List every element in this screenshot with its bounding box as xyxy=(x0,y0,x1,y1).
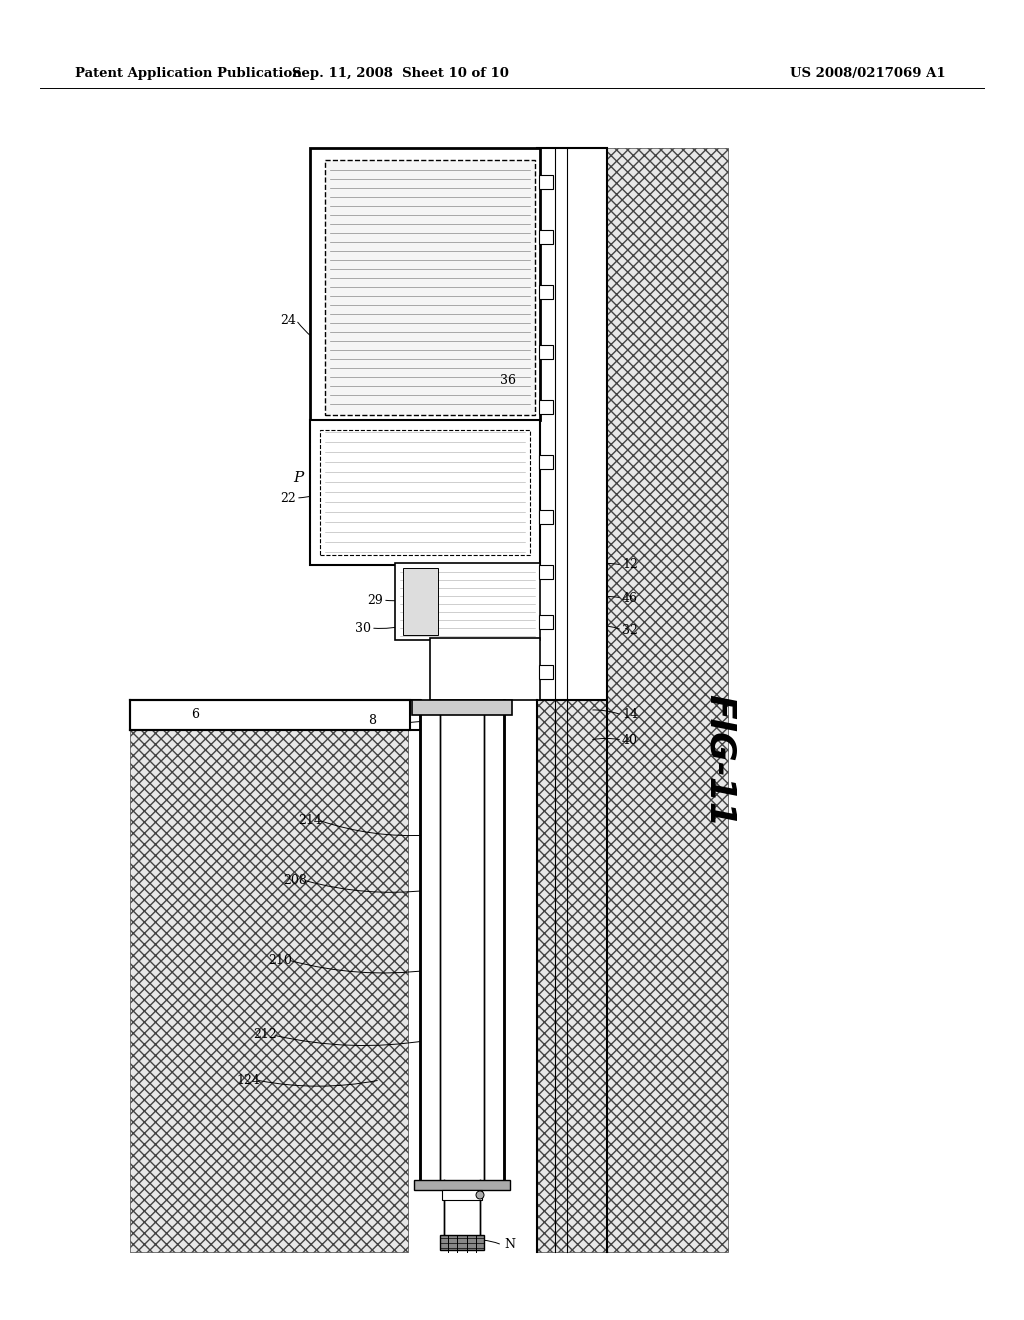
Bar xyxy=(440,1236,484,1250)
Text: 32: 32 xyxy=(622,623,638,636)
Text: P: P xyxy=(293,471,303,484)
Text: 14: 14 xyxy=(622,709,638,722)
Bar xyxy=(442,1191,482,1200)
Bar xyxy=(539,665,553,678)
Bar xyxy=(325,160,535,414)
Bar xyxy=(539,285,553,300)
Text: 212: 212 xyxy=(253,1028,276,1041)
Text: 6: 6 xyxy=(191,709,199,722)
Text: FIG-11: FIG-11 xyxy=(703,693,737,826)
Bar xyxy=(420,700,440,1180)
Bar xyxy=(539,345,553,359)
Bar xyxy=(395,564,540,640)
Text: 46: 46 xyxy=(622,591,638,605)
Bar xyxy=(539,455,553,469)
Text: Patent Application Publication: Patent Application Publication xyxy=(75,66,302,79)
Bar xyxy=(319,430,530,554)
Text: 214: 214 xyxy=(298,813,322,826)
Text: N: N xyxy=(505,1238,515,1251)
Bar xyxy=(440,700,484,1180)
Bar xyxy=(537,148,607,700)
Bar xyxy=(539,510,553,524)
Text: 36: 36 xyxy=(500,374,516,387)
Bar xyxy=(310,148,540,420)
Bar xyxy=(414,1180,510,1191)
Bar xyxy=(130,700,408,1251)
Bar xyxy=(539,230,553,244)
Text: 30: 30 xyxy=(355,622,371,635)
Text: 22: 22 xyxy=(281,491,296,504)
Text: Sep. 11, 2008  Sheet 10 of 10: Sep. 11, 2008 Sheet 10 of 10 xyxy=(292,66,509,79)
Bar xyxy=(403,568,438,635)
Bar xyxy=(310,420,540,565)
Text: 124: 124 xyxy=(237,1073,260,1086)
Text: 8: 8 xyxy=(368,714,376,726)
Bar xyxy=(484,700,504,1180)
Text: 40: 40 xyxy=(622,734,638,747)
Bar xyxy=(539,176,553,189)
Bar xyxy=(130,700,410,730)
Text: 12: 12 xyxy=(622,558,638,572)
Bar xyxy=(539,565,553,579)
Circle shape xyxy=(476,1191,484,1199)
Text: 210: 210 xyxy=(268,953,292,966)
Bar xyxy=(412,700,512,715)
Bar xyxy=(444,1180,480,1236)
Bar xyxy=(539,400,553,414)
Bar xyxy=(430,638,540,700)
Text: US 2008/0217069 A1: US 2008/0217069 A1 xyxy=(790,66,945,79)
Text: 24: 24 xyxy=(280,314,296,326)
Bar xyxy=(539,615,553,630)
Bar xyxy=(537,148,728,1251)
Text: 208: 208 xyxy=(283,874,307,887)
Text: 29: 29 xyxy=(368,594,383,606)
